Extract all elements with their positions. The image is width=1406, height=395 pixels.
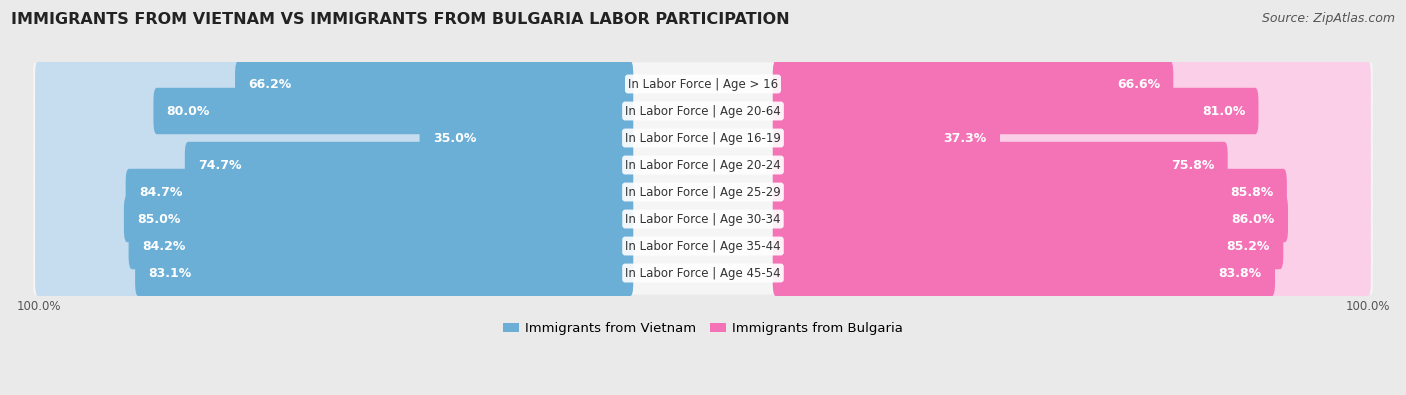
FancyBboxPatch shape [34,170,1372,214]
FancyBboxPatch shape [34,143,1372,186]
FancyBboxPatch shape [34,252,1372,295]
Text: 85.2%: 85.2% [1226,239,1270,252]
FancyBboxPatch shape [35,223,633,269]
FancyBboxPatch shape [773,169,1286,215]
Text: 86.0%: 86.0% [1232,213,1275,226]
FancyBboxPatch shape [773,169,1371,215]
FancyBboxPatch shape [773,61,1173,107]
FancyBboxPatch shape [125,169,633,215]
FancyBboxPatch shape [773,223,1284,269]
Text: Source: ZipAtlas.com: Source: ZipAtlas.com [1261,12,1395,25]
Text: In Labor Force | Age 30-34: In Labor Force | Age 30-34 [626,213,780,226]
FancyBboxPatch shape [773,88,1258,134]
FancyBboxPatch shape [34,89,1372,133]
Text: In Labor Force | Age 20-24: In Labor Force | Age 20-24 [626,158,780,171]
Text: 37.3%: 37.3% [943,132,987,145]
FancyBboxPatch shape [35,169,633,215]
Text: 83.8%: 83.8% [1219,267,1261,280]
FancyBboxPatch shape [773,196,1371,242]
Text: In Labor Force | Age 35-44: In Labor Force | Age 35-44 [626,239,780,252]
Text: 66.6%: 66.6% [1116,77,1160,90]
FancyBboxPatch shape [153,88,633,134]
FancyBboxPatch shape [773,61,1371,107]
Text: 66.2%: 66.2% [249,77,291,90]
Text: 83.1%: 83.1% [149,267,191,280]
FancyBboxPatch shape [35,61,633,107]
FancyBboxPatch shape [35,88,633,134]
FancyBboxPatch shape [184,142,633,188]
Text: 75.8%: 75.8% [1171,158,1215,171]
FancyBboxPatch shape [35,196,633,242]
Text: 35.0%: 35.0% [433,132,477,145]
Text: In Labor Force | Age 25-29: In Labor Force | Age 25-29 [626,186,780,199]
FancyBboxPatch shape [773,142,1371,188]
Text: 81.0%: 81.0% [1202,105,1246,117]
FancyBboxPatch shape [34,198,1372,241]
FancyBboxPatch shape [34,117,1372,160]
FancyBboxPatch shape [773,196,1288,242]
FancyBboxPatch shape [773,88,1371,134]
Text: 84.2%: 84.2% [142,239,186,252]
Text: In Labor Force | Age 45-54: In Labor Force | Age 45-54 [626,267,780,280]
Text: 85.0%: 85.0% [138,213,180,226]
Text: 84.7%: 84.7% [139,186,183,199]
Text: In Labor Force | Age 20-64: In Labor Force | Age 20-64 [626,105,780,117]
FancyBboxPatch shape [34,62,1372,105]
FancyBboxPatch shape [135,250,633,296]
FancyBboxPatch shape [773,223,1371,269]
Text: 74.7%: 74.7% [198,158,242,171]
FancyBboxPatch shape [773,115,1000,161]
FancyBboxPatch shape [35,142,633,188]
Text: In Labor Force | Age > 16: In Labor Force | Age > 16 [628,77,778,90]
FancyBboxPatch shape [35,250,633,296]
Text: 80.0%: 80.0% [167,105,209,117]
FancyBboxPatch shape [35,115,633,161]
FancyBboxPatch shape [235,61,633,107]
FancyBboxPatch shape [773,142,1227,188]
FancyBboxPatch shape [34,224,1372,268]
FancyBboxPatch shape [773,250,1371,296]
FancyBboxPatch shape [419,115,633,161]
FancyBboxPatch shape [773,115,1371,161]
Text: In Labor Force | Age 16-19: In Labor Force | Age 16-19 [626,132,780,145]
FancyBboxPatch shape [773,250,1275,296]
FancyBboxPatch shape [124,196,633,242]
Legend: Immigrants from Vietnam, Immigrants from Bulgaria: Immigrants from Vietnam, Immigrants from… [498,317,908,341]
FancyBboxPatch shape [128,223,633,269]
Text: 85.8%: 85.8% [1230,186,1274,199]
Text: IMMIGRANTS FROM VIETNAM VS IMMIGRANTS FROM BULGARIA LABOR PARTICIPATION: IMMIGRANTS FROM VIETNAM VS IMMIGRANTS FR… [11,12,790,27]
